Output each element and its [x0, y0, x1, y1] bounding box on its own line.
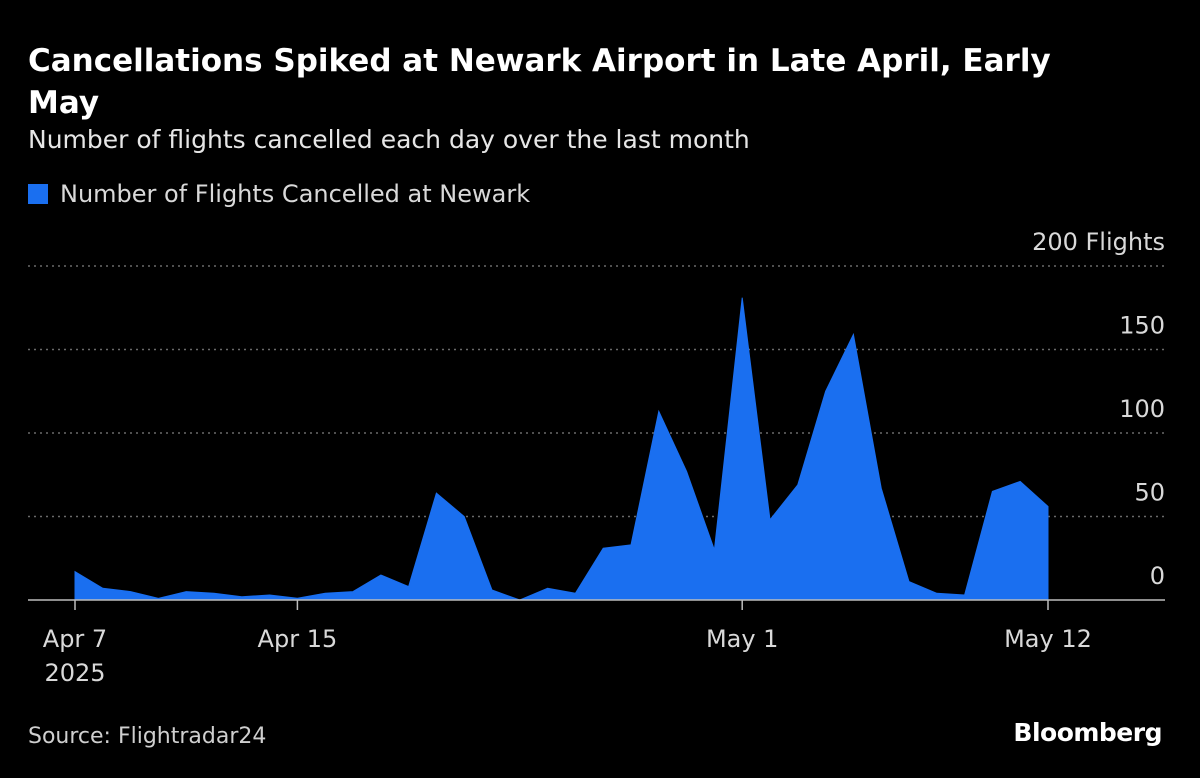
series-area	[74, 297, 1049, 601]
bloomberg-logo: Bloomberg	[1013, 718, 1162, 747]
x-tick-label: Apr 7	[43, 625, 107, 653]
x-tick-label: May 12	[1004, 625, 1092, 653]
y-tick-label: 150	[1119, 312, 1165, 340]
y-tick-label: 200 Flights	[1032, 228, 1165, 256]
chart-subtitle: Number of flights cancelled each day ove…	[28, 125, 750, 154]
chart-title: Cancellations Spiked at Newark Airport i…	[28, 43, 1051, 121]
y-tick-label: 50	[1134, 479, 1165, 507]
legend-swatch	[28, 184, 48, 204]
y-tick-label: 100	[1119, 395, 1165, 423]
y-tick-label: 0	[1150, 562, 1165, 590]
legend: Number of Flights Cancelled at Newark	[28, 180, 530, 208]
x-tick-label: May 1	[706, 625, 779, 653]
legend-label: Number of Flights Cancelled at Newark	[60, 180, 531, 208]
x-tick-label: Apr 15	[258, 625, 338, 653]
source-note: Source: Flightradar24	[28, 724, 267, 749]
x-tick-sublabel: 2025	[44, 659, 105, 687]
